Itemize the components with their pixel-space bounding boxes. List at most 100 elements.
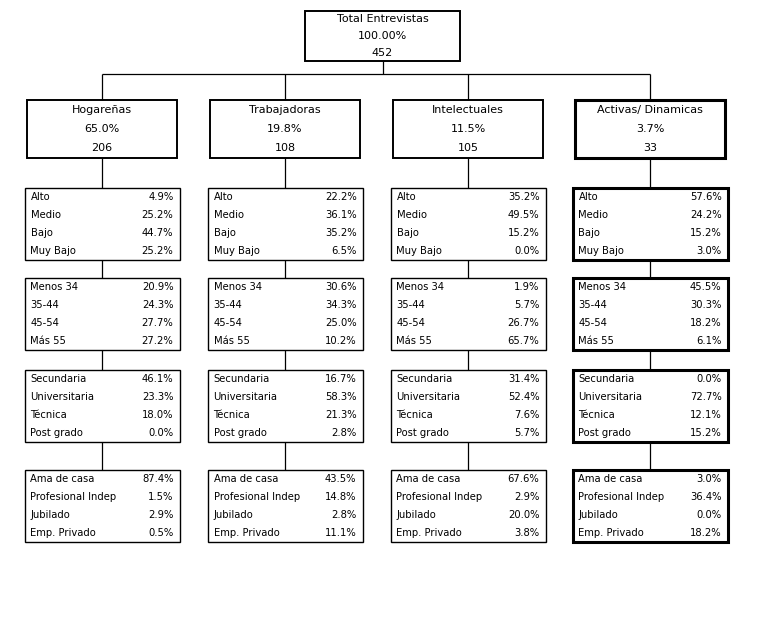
Text: 26.7%: 26.7%	[508, 318, 539, 328]
Text: 31.4%: 31.4%	[508, 374, 539, 384]
Text: Ama de casa: Ama de casa	[578, 474, 643, 484]
Text: 18.2%: 18.2%	[690, 318, 721, 328]
Text: Técnica: Técnica	[396, 410, 433, 420]
Text: Trabajadoras: Trabajadoras	[249, 105, 321, 115]
Text: 45-54: 45-54	[213, 318, 243, 328]
Text: Ama de casa: Ama de casa	[213, 474, 278, 484]
Text: Emp. Privado: Emp. Privado	[31, 528, 96, 538]
Text: Jubilado: Jubilado	[396, 510, 436, 520]
Text: 25.2%: 25.2%	[142, 210, 174, 220]
Text: Bajo: Bajo	[213, 228, 236, 238]
Text: 0.0%: 0.0%	[514, 246, 539, 256]
Text: 5.7%: 5.7%	[514, 428, 539, 438]
Text: Universitaria: Universitaria	[31, 392, 95, 402]
Text: 3.0%: 3.0%	[696, 474, 721, 484]
Text: 58.3%: 58.3%	[325, 392, 356, 402]
Text: 10.2%: 10.2%	[325, 336, 356, 346]
FancyBboxPatch shape	[305, 11, 460, 61]
Text: Total Entrevistas: Total Entrevistas	[337, 14, 428, 24]
Text: 20.9%: 20.9%	[142, 282, 174, 292]
Text: Jubilado: Jubilado	[31, 510, 70, 520]
FancyBboxPatch shape	[572, 370, 728, 442]
Text: Muy Bajo: Muy Bajo	[578, 246, 624, 256]
Text: 44.7%: 44.7%	[142, 228, 174, 238]
Text: Secundaria: Secundaria	[213, 374, 270, 384]
Text: Más 55: Más 55	[213, 336, 249, 346]
Text: Menos 34: Menos 34	[31, 282, 79, 292]
Text: 3.7%: 3.7%	[636, 124, 664, 134]
Text: Más 55: Más 55	[396, 336, 432, 346]
Text: 11.5%: 11.5%	[451, 124, 486, 134]
Text: 34.3%: 34.3%	[325, 300, 356, 310]
Text: Muy Bajo: Muy Bajo	[396, 246, 442, 256]
Text: 15.2%: 15.2%	[508, 228, 539, 238]
Text: 33: 33	[643, 144, 657, 154]
Text: 2.9%: 2.9%	[514, 492, 539, 502]
FancyBboxPatch shape	[24, 278, 180, 350]
Text: 1.5%: 1.5%	[148, 492, 174, 502]
Text: 21.3%: 21.3%	[325, 410, 356, 420]
Text: 52.4%: 52.4%	[508, 392, 539, 402]
Text: Medio: Medio	[578, 210, 608, 220]
Text: Emp. Privado: Emp. Privado	[578, 528, 644, 538]
Text: 35.2%: 35.2%	[325, 228, 356, 238]
Text: Intelectuales: Intelectuales	[432, 105, 504, 115]
FancyBboxPatch shape	[210, 100, 360, 158]
Text: Profesional Indep: Profesional Indep	[213, 492, 300, 502]
FancyBboxPatch shape	[24, 188, 180, 260]
Text: 0.0%: 0.0%	[696, 510, 721, 520]
Text: Secundaria: Secundaria	[31, 374, 86, 384]
Text: 35-44: 35-44	[578, 300, 607, 310]
FancyBboxPatch shape	[207, 470, 363, 542]
FancyBboxPatch shape	[393, 100, 543, 158]
Text: 3.0%: 3.0%	[696, 246, 721, 256]
Text: 6.1%: 6.1%	[696, 336, 721, 346]
FancyBboxPatch shape	[390, 278, 545, 350]
Text: 25.0%: 25.0%	[325, 318, 356, 328]
Text: 206: 206	[92, 144, 112, 154]
Text: 5.7%: 5.7%	[514, 300, 539, 310]
Text: 65.7%: 65.7%	[508, 336, 539, 346]
FancyBboxPatch shape	[24, 370, 180, 442]
Text: 22.2%: 22.2%	[325, 192, 356, 202]
Text: 25.2%: 25.2%	[142, 246, 174, 256]
Text: Menos 34: Menos 34	[396, 282, 444, 292]
Text: Profesional Indep: Profesional Indep	[31, 492, 116, 502]
Text: Alto: Alto	[578, 192, 598, 202]
Text: 67.6%: 67.6%	[508, 474, 539, 484]
Text: 12.1%: 12.1%	[690, 410, 721, 420]
Text: 43.5%: 43.5%	[325, 474, 356, 484]
Text: 15.2%: 15.2%	[690, 228, 721, 238]
Text: Jubilado: Jubilado	[213, 510, 253, 520]
Text: 45-54: 45-54	[578, 318, 607, 328]
Text: 0.0%: 0.0%	[148, 428, 174, 438]
Text: Medio: Medio	[31, 210, 60, 220]
Text: 45-54: 45-54	[31, 318, 60, 328]
Text: Post grado: Post grado	[578, 428, 631, 438]
Text: 452: 452	[372, 47, 393, 57]
Text: Jubilado: Jubilado	[578, 510, 618, 520]
Text: 35-44: 35-44	[396, 300, 425, 310]
Text: 24.3%: 24.3%	[142, 300, 174, 310]
Text: 16.7%: 16.7%	[325, 374, 356, 384]
Text: Secundaria: Secundaria	[578, 374, 635, 384]
Text: Ama de casa: Ama de casa	[31, 474, 95, 484]
Text: 4.9%: 4.9%	[148, 192, 174, 202]
Text: 105: 105	[457, 144, 478, 154]
Text: Bajo: Bajo	[396, 228, 418, 238]
Text: Menos 34: Menos 34	[578, 282, 627, 292]
Text: Técnica: Técnica	[213, 410, 250, 420]
Text: 19.8%: 19.8%	[267, 124, 303, 134]
Text: 87.4%: 87.4%	[142, 474, 174, 484]
Text: Medio: Medio	[213, 210, 243, 220]
FancyBboxPatch shape	[207, 370, 363, 442]
Text: 20.0%: 20.0%	[508, 510, 539, 520]
Text: 65.0%: 65.0%	[84, 124, 119, 134]
FancyBboxPatch shape	[572, 278, 728, 350]
Text: 18.0%: 18.0%	[142, 410, 174, 420]
Text: 23.3%: 23.3%	[142, 392, 174, 402]
Text: 46.1%: 46.1%	[142, 374, 174, 384]
Text: 27.7%: 27.7%	[142, 318, 174, 328]
Text: 45-54: 45-54	[396, 318, 425, 328]
Text: 3.8%: 3.8%	[514, 528, 539, 538]
